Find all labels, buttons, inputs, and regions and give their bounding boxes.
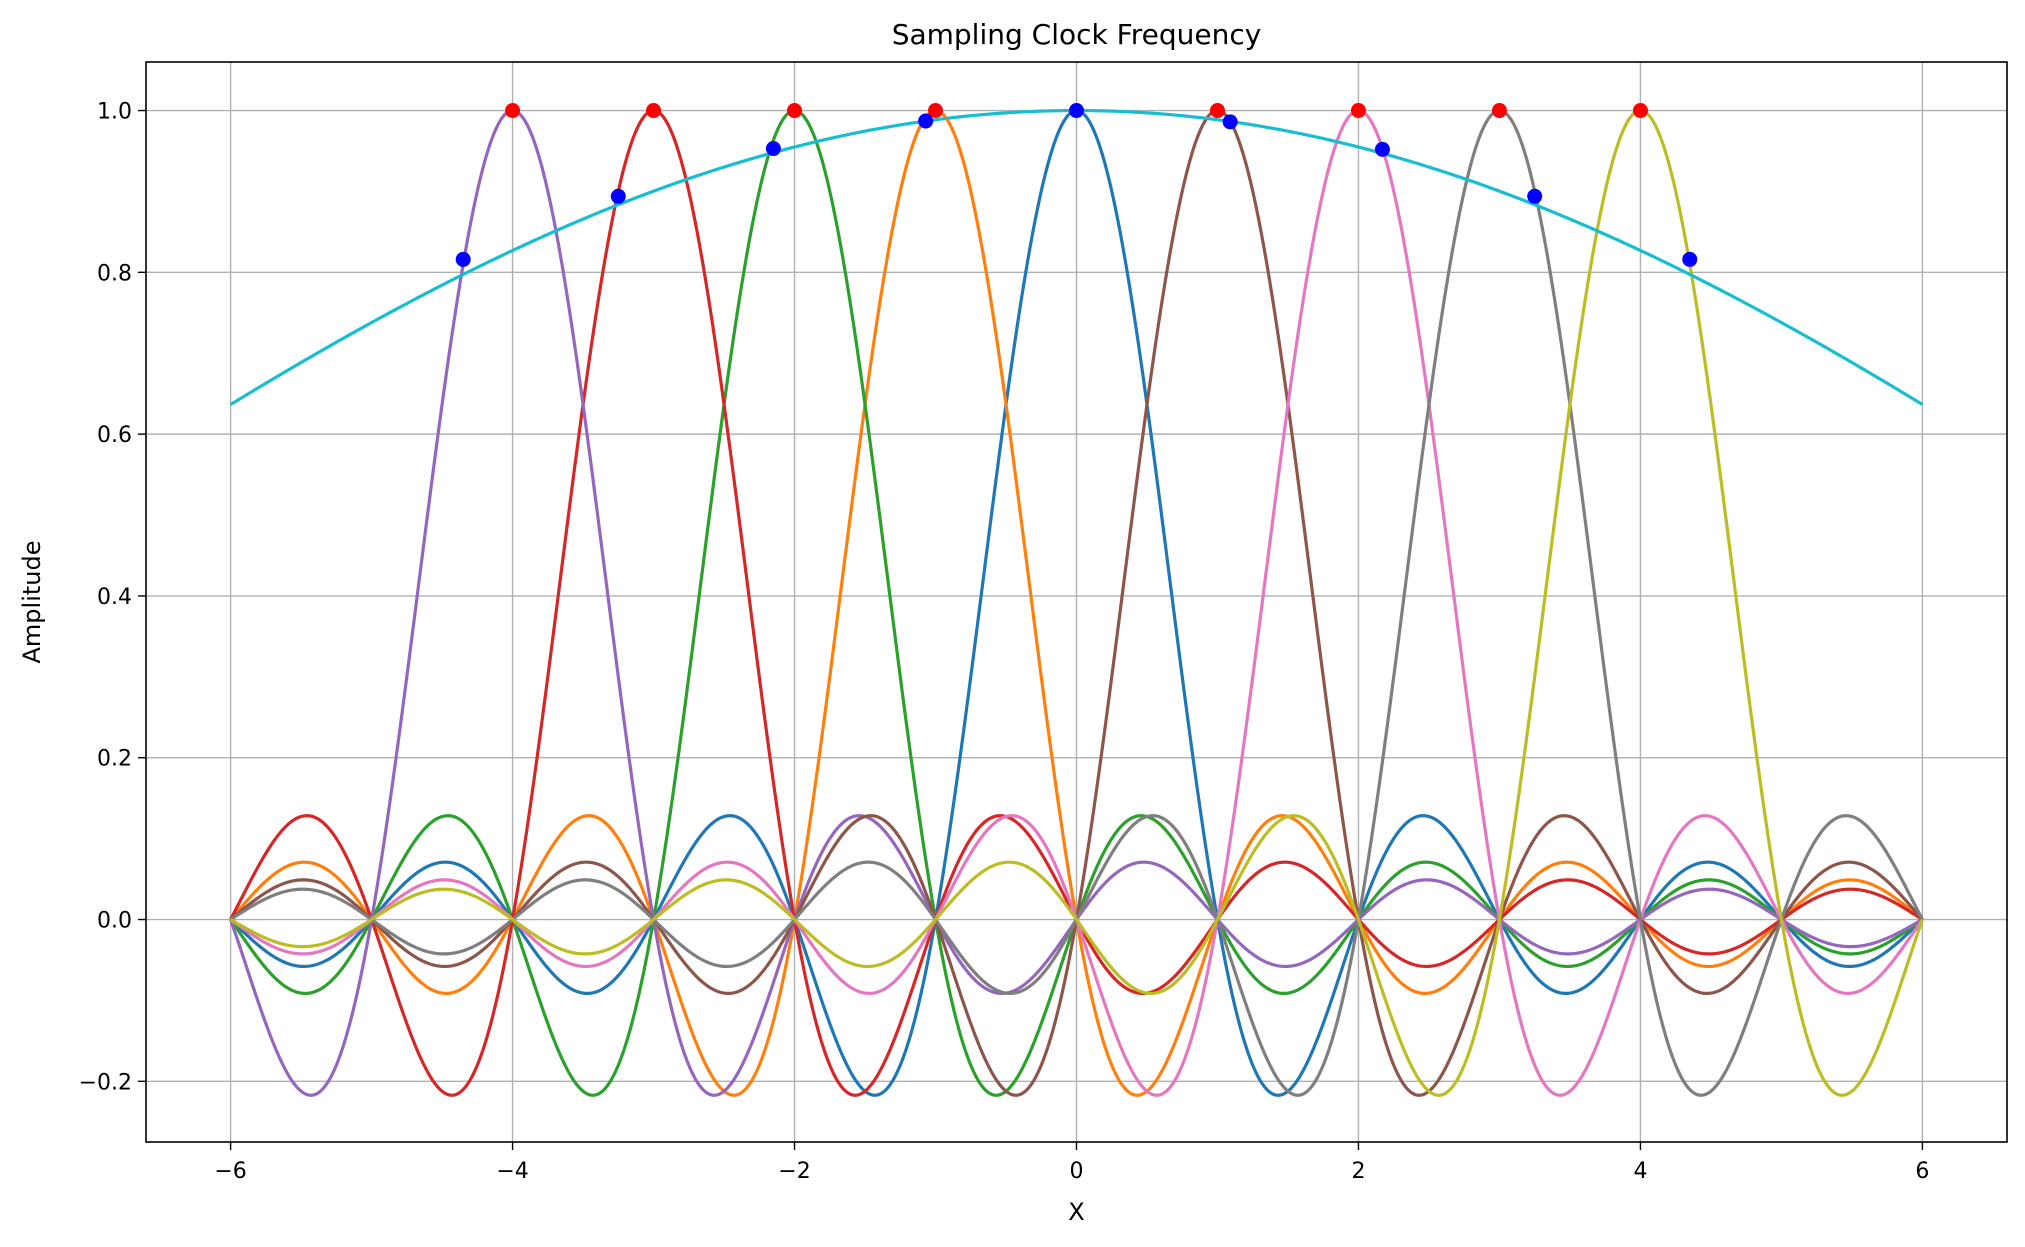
blue-sample-point xyxy=(1682,251,1698,267)
y-tick-label: 1.0 xyxy=(97,100,132,125)
y-axis-label: Amplitude xyxy=(18,541,46,664)
red-sample-point xyxy=(1632,103,1648,119)
x-tick-label: −4 xyxy=(496,1159,528,1184)
y-tick-label: 0.8 xyxy=(97,261,132,286)
red-sample-point xyxy=(787,103,803,119)
red-sample-point xyxy=(1350,103,1366,119)
blue-sample-point xyxy=(918,113,934,129)
x-tick-label: 4 xyxy=(1633,1159,1647,1184)
y-tick-label: 0.4 xyxy=(97,585,132,610)
chart-title: Sampling Clock Frequency xyxy=(892,18,1262,51)
blue-sample-point xyxy=(610,188,626,204)
blue-sample-point xyxy=(1069,103,1084,119)
red-sample-point xyxy=(646,103,662,119)
blue-sample-point xyxy=(765,141,781,157)
y-tick-label: 0.6 xyxy=(97,423,132,448)
y-tick-label: 0.2 xyxy=(97,747,132,772)
blue-sample-point xyxy=(1374,141,1390,157)
x-tick-label: 6 xyxy=(1915,1159,1929,1184)
x-tick-label: 2 xyxy=(1351,1159,1365,1184)
blue-sample-point xyxy=(455,251,471,267)
red-sample-point xyxy=(505,103,521,119)
axis-ticks: −6 −4 −2 0 2 4 6 −0.2 0.0 0.2 0.4 0.6 0.8 1.0 xyxy=(79,100,1930,1184)
x-tick-label: −2 xyxy=(778,1159,810,1184)
x-tick-label: 0 xyxy=(1070,1159,1084,1184)
red-sample-point xyxy=(1491,103,1507,119)
red-sample-point xyxy=(928,103,944,119)
blue-sample-point xyxy=(1222,114,1238,130)
y-tick-label: −0.2 xyxy=(79,1070,132,1095)
red-sample-point xyxy=(1209,103,1225,119)
x-axis-label: X xyxy=(1068,1198,1084,1226)
blue-sample-point xyxy=(1527,188,1543,204)
sample-markers xyxy=(455,103,1698,267)
y-tick-label: 0.0 xyxy=(97,909,132,934)
x-tick-label: −6 xyxy=(214,1159,246,1184)
